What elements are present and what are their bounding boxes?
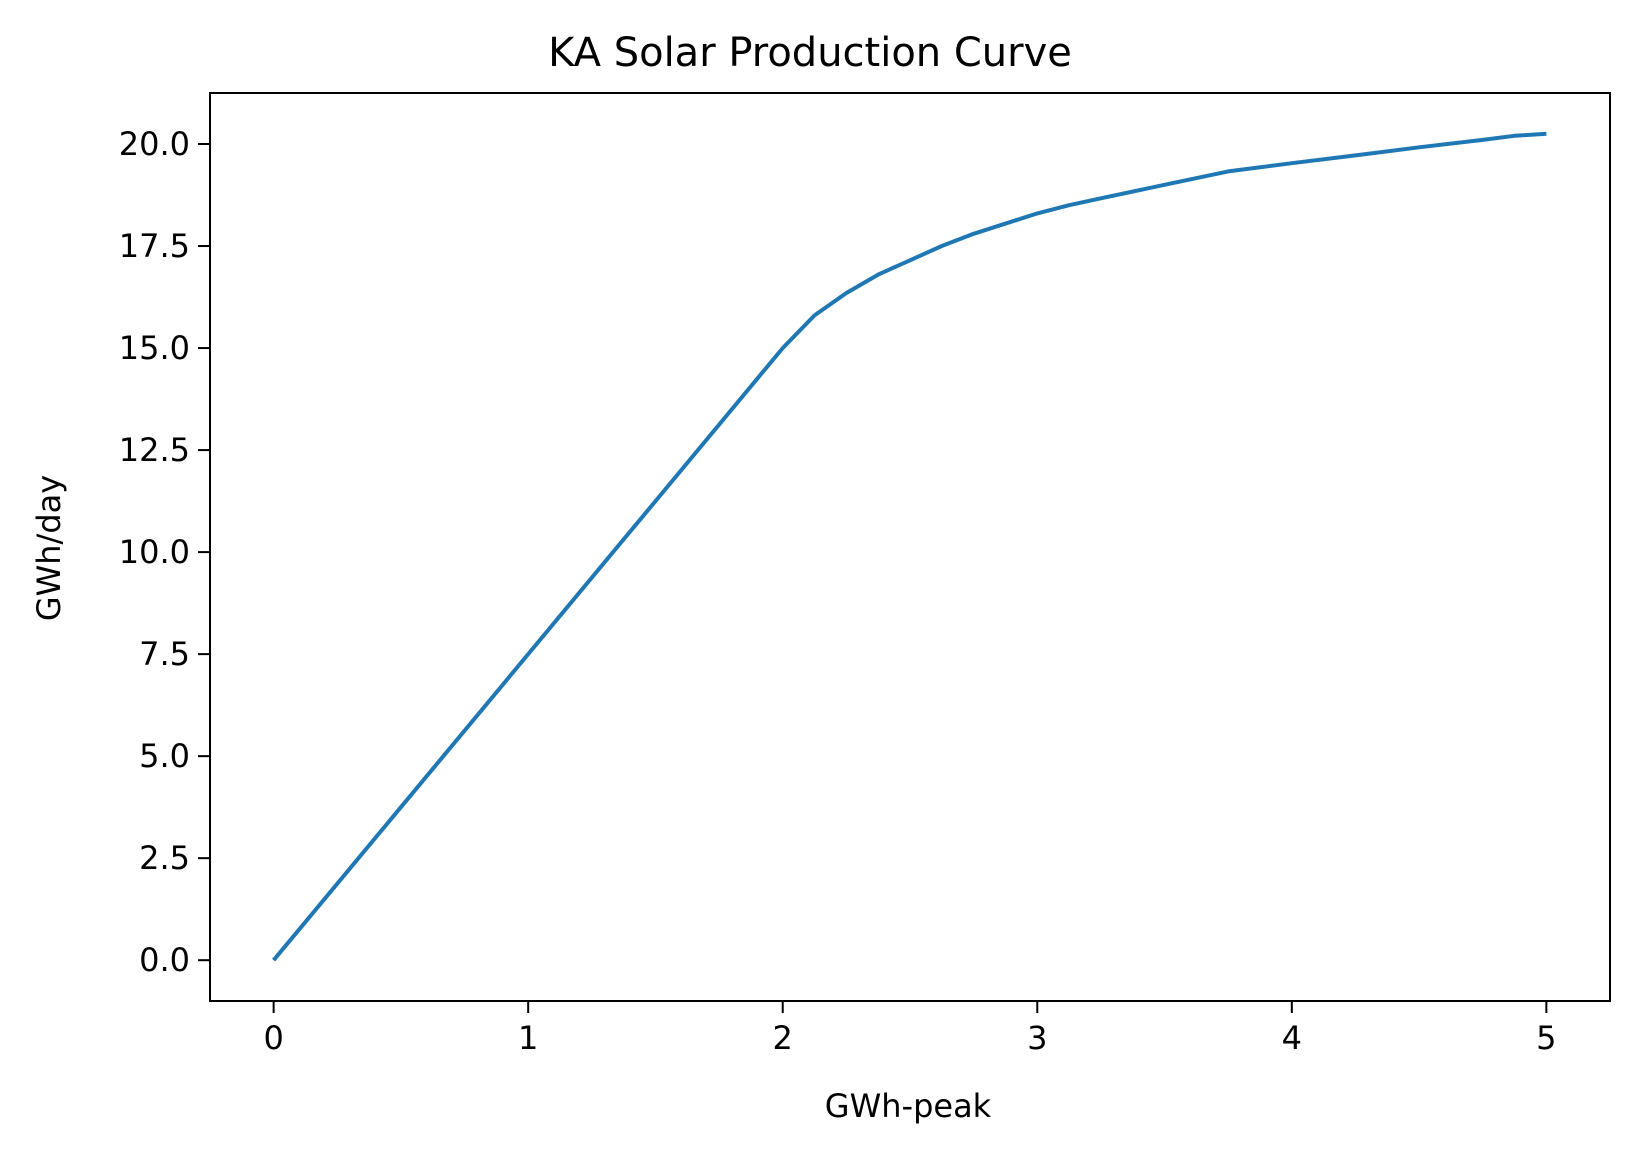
chart-title: KA Solar Production Curve bbox=[548, 30, 1072, 76]
y-tick-label: 10.0 bbox=[119, 533, 190, 571]
series-layer bbox=[272, 131, 1547, 962]
x-tick-label: 4 bbox=[1282, 1019, 1302, 1057]
y-tick-label: 20.0 bbox=[119, 125, 190, 163]
y-tick-label: 0.0 bbox=[139, 941, 190, 979]
x-axis-label: GWh-peak bbox=[825, 1087, 992, 1125]
y-tick-label: 15.0 bbox=[119, 329, 190, 367]
x-tick-label: 3 bbox=[1027, 1019, 1047, 1057]
series-line bbox=[272, 131, 1547, 962]
y-tick-label: 7.5 bbox=[139, 635, 190, 673]
x-tick-label: 1 bbox=[518, 1019, 538, 1057]
y-tick-label: 5.0 bbox=[139, 737, 190, 775]
y-axis-label: GWh/day bbox=[30, 475, 68, 621]
x-axis: 0 1 2 3 4 5 bbox=[263, 1001, 1557, 1057]
y-tick-label: 2.5 bbox=[139, 839, 190, 877]
plot-frame bbox=[209, 92, 1611, 1002]
y-axis: 0.0 2.5 5.0 7.5 10.0 12.5 15.0 17.5 20.0 bbox=[119, 125, 210, 979]
x-tick-label: 0 bbox=[263, 1019, 283, 1057]
plot-area bbox=[209, 92, 1611, 1002]
y-tick-label: 17.5 bbox=[119, 227, 190, 265]
y-tick-label: 12.5 bbox=[119, 431, 190, 469]
x-tick-label: 5 bbox=[1536, 1019, 1556, 1057]
x-tick-label: 2 bbox=[773, 1019, 793, 1057]
